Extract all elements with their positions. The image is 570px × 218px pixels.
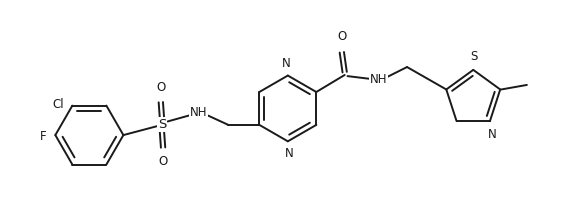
Text: F: F [40,130,47,143]
Text: O: O [156,81,165,94]
Text: O: O [158,155,168,169]
Text: N: N [284,147,294,160]
Text: NH: NH [370,73,388,86]
Text: S: S [471,49,478,63]
Text: S: S [158,118,166,131]
Text: NH: NH [190,106,207,119]
Text: O: O [338,30,347,43]
Text: Cl: Cl [52,98,64,111]
Text: N: N [488,128,496,141]
Text: N: N [282,57,291,70]
